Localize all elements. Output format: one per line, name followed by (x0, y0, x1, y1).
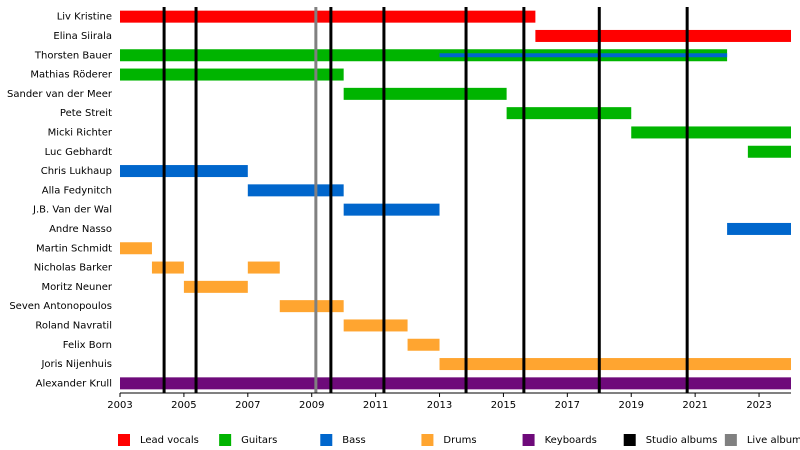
x-tick-label: 2005 (171, 400, 196, 411)
member-label: Luc Gebhardt (45, 147, 112, 158)
span-bar (247, 261, 280, 274)
member-label: J.B. Van der Wal (32, 205, 112, 216)
x-tick-label: 2015 (491, 400, 516, 411)
span-bar (120, 377, 791, 390)
member-label: Nicholas Barker (34, 263, 113, 274)
span-bar (343, 203, 440, 216)
x-tick-label: 2017 (555, 400, 580, 411)
span-bar (151, 261, 184, 274)
member-label: Mathias Röderer (30, 70, 112, 81)
legend-swatch (118, 434, 130, 446)
x-tick-label: 2023 (746, 400, 771, 411)
x-tick-label: 2003 (107, 400, 132, 411)
member-label: Alexander Krull (36, 378, 112, 389)
member-label: Felix Born (63, 340, 112, 351)
member-label: Moritz Neuner (41, 282, 112, 293)
x-tick-label: 2013 (427, 400, 452, 411)
legend-swatch (724, 434, 737, 446)
span-bar (247, 184, 344, 197)
legend-swatch (320, 434, 333, 446)
member-label: Elina Siirala (53, 31, 112, 42)
x-tick-label: 2009 (299, 400, 324, 411)
x-tick-label: 2007 (235, 400, 260, 411)
x-tick-label: 2021 (682, 400, 707, 411)
span-bar (120, 165, 248, 178)
member-label: Andre Nasso (49, 224, 112, 235)
member-label: Thorsten Bauer (34, 50, 113, 61)
member-label: Chris Lukhaup (41, 166, 112, 177)
member-label: Pete Streit (60, 108, 112, 119)
legend-label: Bass (342, 435, 365, 446)
member-label: Roland Navratil (35, 320, 112, 331)
span-bar (631, 126, 791, 139)
span-bar (407, 338, 440, 351)
member-label: Joris Nijenhuis (40, 359, 112, 370)
span-bar (120, 49, 728, 62)
span-bar (747, 145, 791, 158)
x-tick-label: 2019 (619, 400, 644, 411)
legend-swatch (522, 434, 535, 446)
span-bar (535, 29, 791, 42)
span-bar (439, 53, 728, 58)
legend-label: Live albums (747, 435, 800, 446)
member-label: Alla Fedynitch (42, 185, 112, 196)
span-bar (439, 358, 791, 371)
span-bar (279, 300, 344, 313)
span-bar (120, 68, 344, 81)
legend-label: Guitars (241, 435, 277, 446)
span-bar (343, 319, 408, 332)
span-bar (183, 280, 248, 293)
legend-label: Lead vocals (140, 435, 199, 446)
legend-label: Drums (443, 435, 476, 446)
member-label: Micki Richter (48, 127, 113, 138)
member-label: Sander van der Meer (7, 89, 113, 100)
legend-swatch (623, 434, 636, 446)
legend-swatch (219, 434, 232, 446)
span-bar (120, 242, 152, 255)
span-bar (727, 222, 791, 235)
member-label: Seven Antonopoulos (9, 301, 112, 312)
legend-swatch (421, 434, 434, 446)
legend-label: Keyboards (545, 435, 597, 446)
span-bar (343, 87, 507, 100)
x-tick-label: 2011 (363, 400, 388, 411)
member-label: Liv Kristine (57, 12, 112, 23)
span-bar (120, 10, 536, 23)
legend-label: Studio albums (646, 435, 718, 446)
member-label: Martin Schmidt (36, 243, 112, 254)
